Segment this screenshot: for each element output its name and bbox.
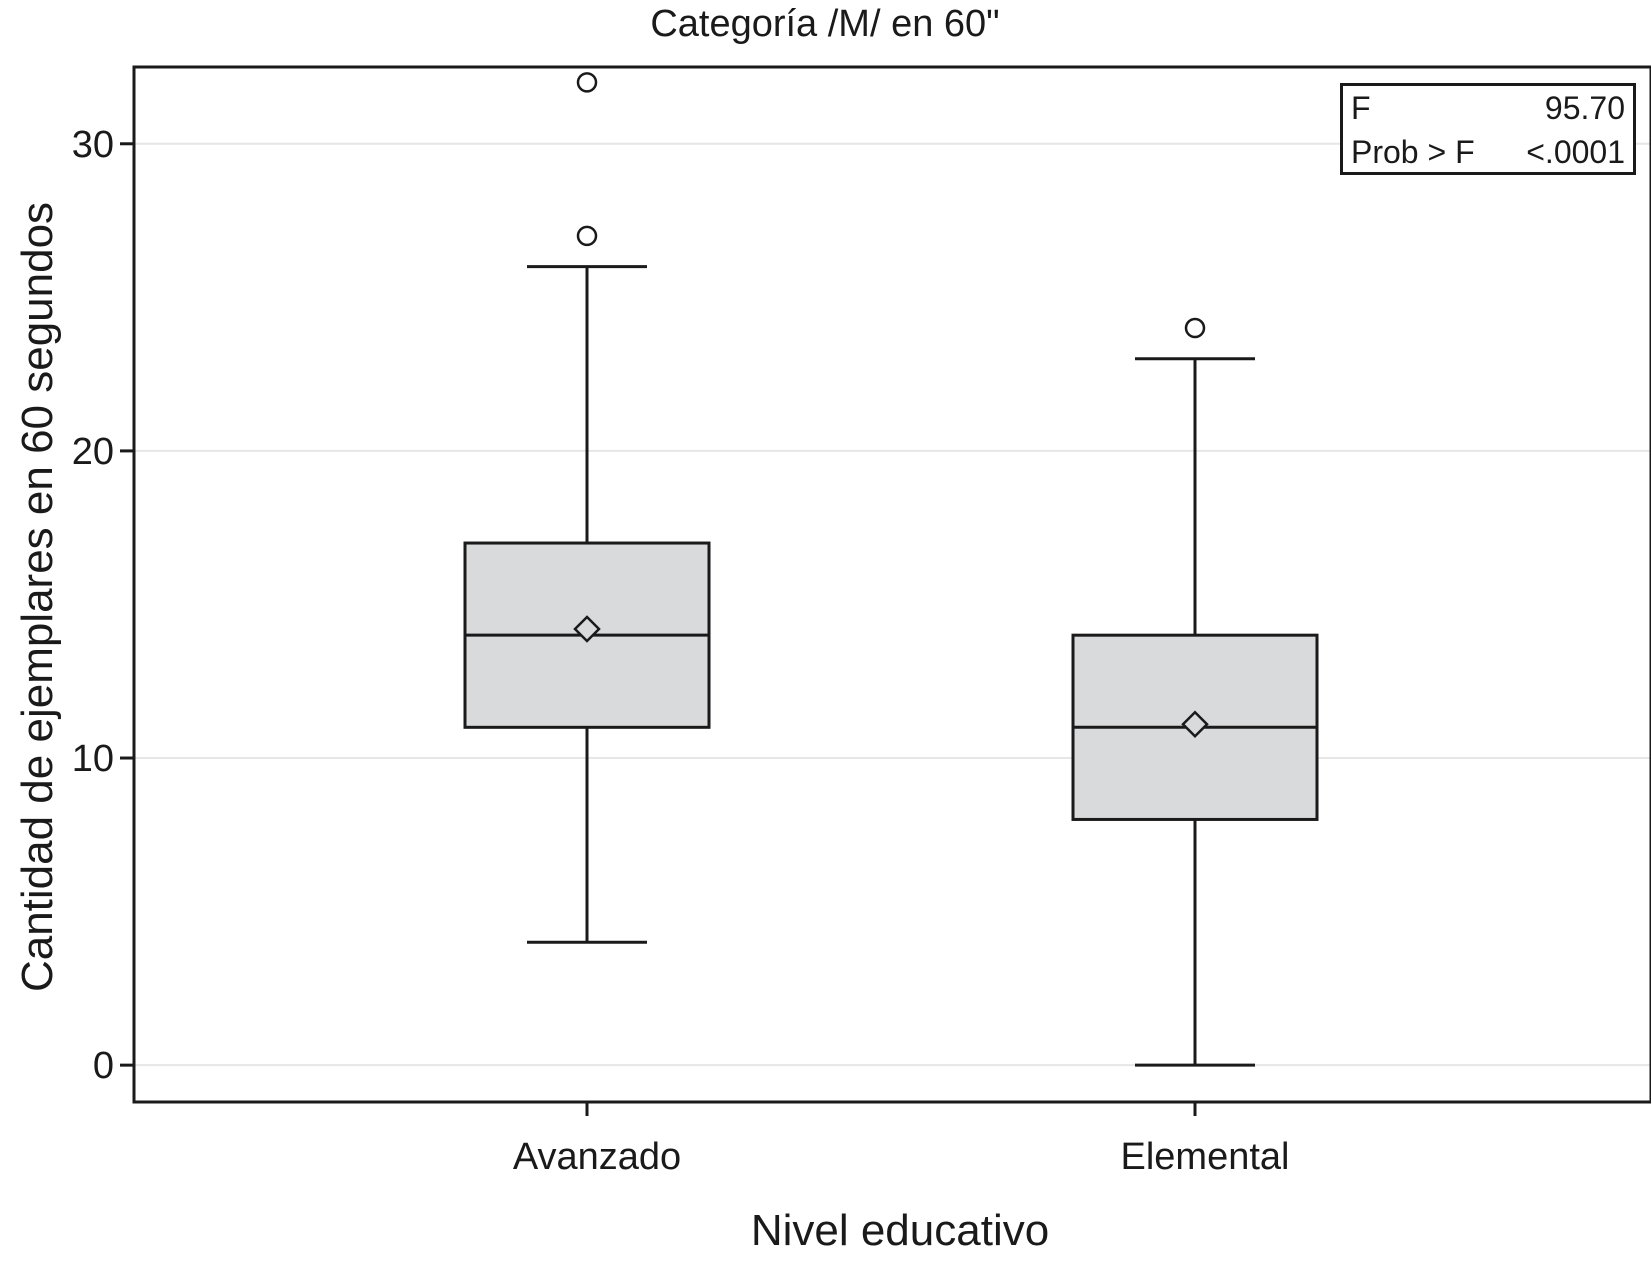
x-axis-label: Nivel educativo — [751, 1206, 1049, 1255]
chart-title: Categoría /M/ en 60" — [650, 3, 999, 45]
stat-label-prob: Prob > F — [1351, 134, 1475, 170]
plot-frame — [132, 65, 1651, 1104]
y-tick-label: 10 — [72, 738, 114, 780]
outlier-point — [576, 72, 598, 93]
grid-layer — [134, 142, 1651, 1067]
box-layer — [463, 72, 1319, 1067]
box-group-elemental — [1071, 317, 1319, 1067]
outlier-point — [576, 225, 598, 247]
stats-annotation-box: F 95.70 Prob > F <.0001 — [1340, 83, 1636, 175]
mean-marker — [1181, 710, 1209, 739]
outlier-point — [1184, 317, 1206, 339]
y-tick-label: 30 — [72, 124, 114, 166]
x-tick-label: Elemental — [1121, 1136, 1290, 1178]
stat-value-f: 95.70 — [1544, 90, 1625, 126]
stat-row-prob: Prob > F <.0001 — [1351, 130, 1625, 174]
axis-layer: 0 10 20 30 Avanzado Elemental — [72, 124, 1290, 1178]
y-axis-label: Cantidad de ejemplares en 60 segundos — [13, 202, 62, 992]
stat-value-prob: <.0001 — [1526, 134, 1625, 170]
box-group-avanzado — [463, 72, 711, 944]
x-tick-label: Avanzado — [513, 1136, 681, 1178]
stat-label-f: F — [1351, 90, 1371, 126]
y-tick-label: 20 — [72, 431, 114, 473]
y-tick-label: 0 — [93, 1045, 114, 1087]
mean-marker — [573, 615, 601, 643]
stat-row-f: F 95.70 — [1351, 86, 1625, 130]
